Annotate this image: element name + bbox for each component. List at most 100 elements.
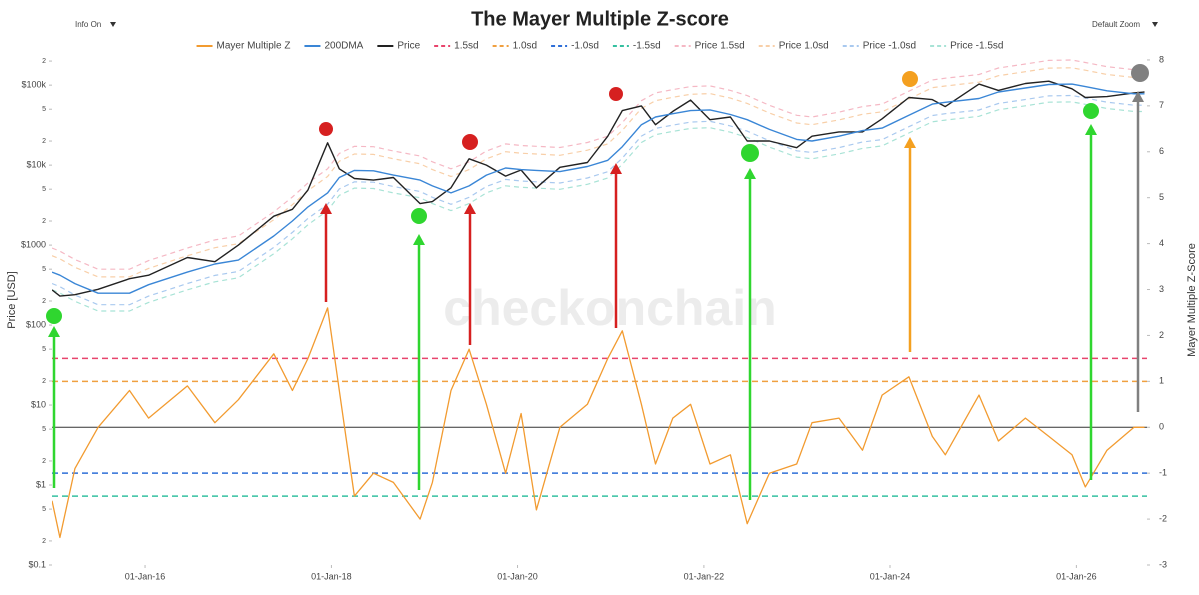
y-tick-label: $1000 [21,239,46,249]
dot [411,208,427,224]
info-dropdown-icon[interactable] [110,22,116,27]
line-series [52,307,1145,539]
y2-tick-label: 6 [1159,146,1164,156]
dot [46,308,62,324]
y-tick-label: $100k [21,80,46,90]
arrow-head [464,203,476,214]
line-series [52,83,1145,294]
arrow-head [1132,91,1144,102]
legend-item: Price 1.0sd [758,41,829,52]
y-axis-title: Price [USD] [6,271,18,328]
y-tick-label: 5 [42,506,46,513]
y-tick-label: $10 [31,399,46,409]
watermark: checkonchain [443,280,776,336]
line-series [52,101,1145,312]
zoom-dropdown-icon[interactable] [1152,22,1158,27]
chart-title: The Mayer Multiple Z-score [471,8,729,30]
red-signals [319,87,623,345]
line-series [52,67,1145,278]
y-tick-label: 2 [42,138,46,145]
y-tick-label: 5 [42,346,46,353]
arrow-head [610,163,622,174]
legend-label: -1.5sd [633,41,661,52]
legend-label: 1.5sd [454,41,478,52]
info-toggle[interactable]: Info On [75,20,101,29]
gray-signal [1131,64,1149,412]
line-series [52,94,1145,306]
arrow-head [413,234,425,245]
legend-label: Price 1.5sd [695,41,745,52]
y-tick-label: $0.1 [28,559,46,569]
legend-label: 200DMA [324,41,363,52]
y-tick-label: 2 [42,458,46,465]
line-series [52,59,1145,270]
legend-item: -1.0sd [551,41,599,52]
y2-tick-label: -2 [1159,513,1167,523]
legend-item: 1.5sd [434,41,479,52]
x-tick-label: 01-Jan-24 [870,571,911,581]
x-tick-label: 01-Jan-20 [497,571,538,581]
zoom-select[interactable]: Default Zoom [1092,20,1140,29]
y-tick-label: 2 [42,218,46,225]
arrow-head [1085,124,1097,135]
dot [741,144,759,162]
x-tick-label: 01-Jan-18 [311,571,352,581]
y2-tick-label: 0 [1159,422,1164,432]
legend: Mayer Multiple Z 200DMA Price 1.5sd 1.0sd -1.… [196,41,1003,52]
y2-tick-label: 2 [1159,330,1164,340]
legend-item: -1.5sd [612,41,661,52]
plot-area: $0.1 2 5 $1 2 5 $10 2 5 $100 2 5 $1000 2 5 $10k 2 5 $100k 2… [21,54,1167,581]
arrow-head [744,168,756,179]
legend-label: Mayer Multiple Z [217,41,291,52]
y-tick-label: 2 [42,538,46,545]
legend-label: Price 1.0sd [779,41,829,52]
y-tick-label: 5 [42,426,46,433]
dot [902,71,918,87]
legend-item: Price -1.0sd [842,41,916,52]
y2-tick-label: 8 [1159,54,1164,64]
orange-signal [902,71,918,352]
y-tick-label: $100 [26,319,46,329]
y2-tick-label: -1 [1159,468,1167,478]
x-tick-label: 01-Jan-16 [125,571,166,581]
dot [1083,103,1099,119]
dot [462,134,478,150]
y2-axis-title: Mayer Multiple Z-Score [1186,243,1198,357]
legend-label: Price [397,41,420,52]
y-tick-label: $10k [26,159,46,169]
legend-label: Price -1.5sd [950,41,1003,52]
dot [1131,64,1149,82]
legend-item: Price -1.5sd [930,41,1003,52]
y-tick-label: $1 [36,479,46,489]
y-tick-label: 5 [42,266,46,273]
green-signals [46,103,1099,500]
dot [319,122,333,136]
legend-item: 200DMA [304,41,364,52]
y2-tick-label: 1 [1159,376,1164,386]
legend-label: Price -1.0sd [863,41,916,52]
signal-annotations [46,64,1149,500]
y2-tick-label: 7 [1159,100,1164,110]
legend-label: 1.0sd [513,41,537,52]
y2-tick-label: -3 [1159,559,1167,569]
y-tick-label: 5 [42,186,46,193]
arrow-head [48,326,60,337]
arrow-head [320,203,332,214]
legend-item: Price [377,41,421,52]
y2-tick-label: 3 [1159,284,1164,294]
y-tick-label: 2 [42,58,46,65]
line-series [52,80,1145,297]
y-tick-label: 5 [42,106,46,113]
legend-item: Mayer Multiple Z [196,41,291,52]
dot [609,87,623,101]
x-tick-label: 01-Jan-22 [684,571,725,581]
legend-label: -1.0sd [571,41,599,52]
y2-tick-label: 5 [1159,192,1164,202]
arrow-head [904,137,916,148]
y2-tick-label: 4 [1159,238,1164,248]
y-tick-label: 2 [42,378,46,385]
y-tick-label: 2 [42,298,46,305]
series-layer [52,59,1147,539]
legend-item: Price 1.5sd [674,41,745,52]
